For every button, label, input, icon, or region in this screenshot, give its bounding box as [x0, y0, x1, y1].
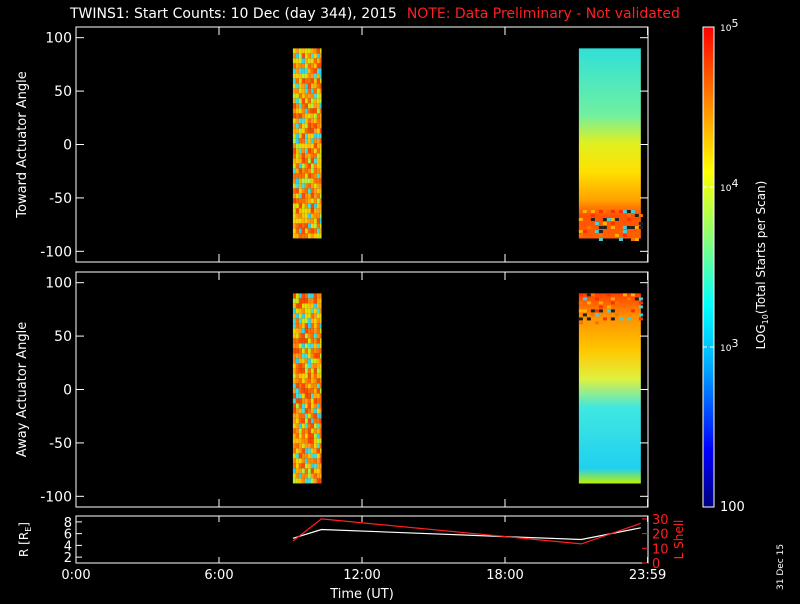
y-axis-label: Toward Actuator Angle: [15, 71, 30, 218]
orbit-lines: [293, 519, 641, 544]
heat-segment: [579, 293, 643, 483]
y-tick-label: -50: [49, 436, 72, 452]
x-tick-label: 23:59: [629, 568, 666, 583]
title-text: TWINS1: Start Counts: 10 Dec (day 344), …: [70, 6, 397, 22]
colorbar: 103 104 105 100 LOG10(Total Starts per Scan): [703, 17, 770, 515]
toward-heatmap: [293, 48, 643, 241]
r-line: [293, 528, 641, 540]
y-tick-label: 100: [45, 31, 72, 47]
heat-segment: [293, 293, 322, 483]
colorbar-tick-label: 103: [720, 337, 738, 354]
preliminary-note: NOTE: Data Preliminary - Not validated: [407, 6, 680, 22]
heat-segment: [293, 48, 322, 238]
y-tick-label: -100: [40, 244, 72, 260]
y2-tick-label: 20: [652, 528, 669, 543]
plot-frame: [76, 272, 648, 507]
x-tick-label: 12:00: [343, 568, 380, 583]
y-tick-label: 0: [63, 138, 72, 154]
y2-tick-label: 10: [652, 542, 669, 557]
colorbar-tick-label: 105: [720, 17, 738, 34]
x-tick-label: 6:00: [204, 568, 233, 583]
chart-title: TWINS1: Start Counts: 10 Dec (day 344), …: [70, 6, 680, 22]
y-axis-label: Away Actuator Angle: [15, 322, 30, 457]
colorbar-scale: [703, 27, 714, 507]
y-tick-label: 8: [64, 516, 72, 531]
colorbar-label: LOG10(Total Starts per Scan): [754, 181, 770, 350]
lshell-line: [293, 519, 641, 544]
away-heatmap: [293, 293, 643, 483]
y-tick-label: 0: [63, 383, 72, 399]
date-stamp: 31 Dec 15: [776, 544, 786, 590]
colorbar-min-label: 100: [720, 500, 745, 515]
plot-frame: [76, 27, 648, 262]
x-tick-label: 18:00: [486, 568, 523, 583]
x-axis-label: Time (UT): [329, 587, 394, 600]
heat-segment: [579, 48, 643, 241]
colorbar-tick-label: 104: [720, 177, 738, 194]
y-tick-label: -50: [49, 191, 72, 207]
y2-tick-label: 30: [652, 513, 669, 528]
y-tick-label: -100: [40, 489, 72, 505]
y-tick-label: 100: [45, 276, 72, 292]
y-tick-label: 50: [54, 84, 72, 100]
lshell-axis-label: L Shell: [672, 520, 686, 560]
y-tick-label: 50: [54, 329, 72, 345]
r-axis-label: R [RE]: [17, 522, 33, 557]
x-tick-label: 0:00: [61, 568, 90, 583]
